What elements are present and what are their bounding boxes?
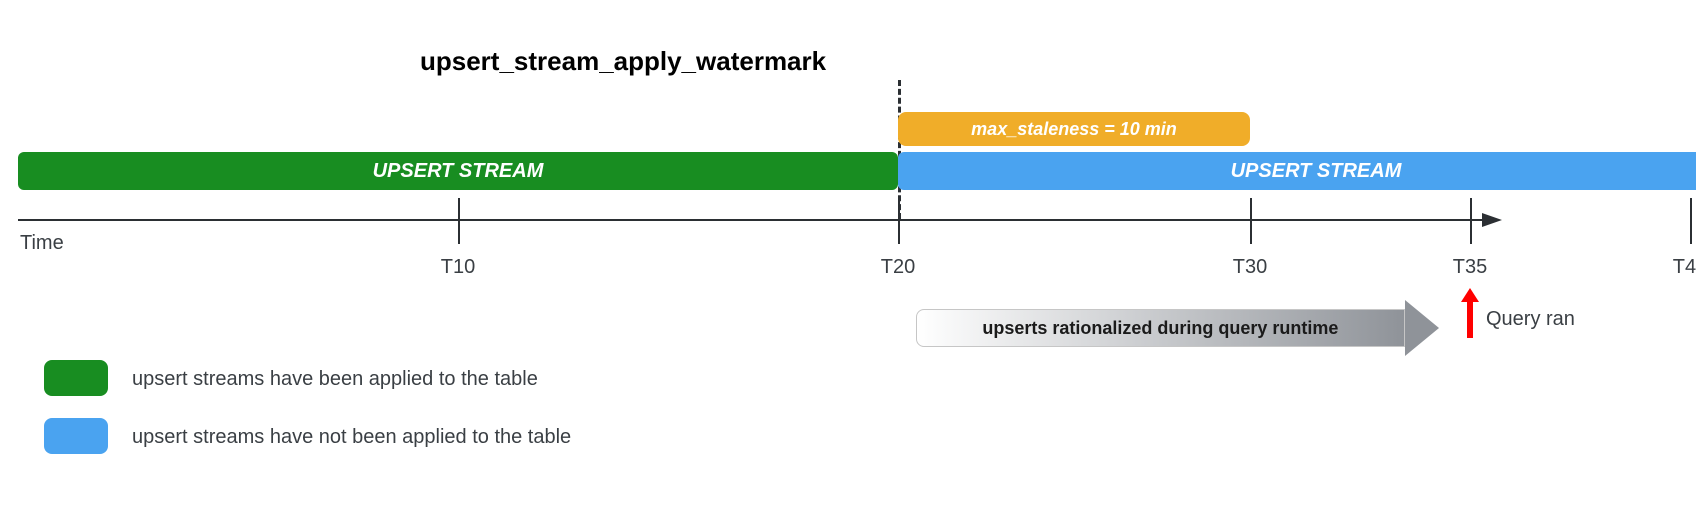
legend-swatch-unapplied — [44, 418, 108, 454]
axis-tick — [1250, 198, 1252, 244]
legend-swatch-applied — [44, 360, 108, 396]
axis-tick — [1690, 198, 1692, 244]
staleness-label: max_staleness = 10 min — [971, 119, 1177, 140]
time-axis-label: Time — [20, 232, 64, 255]
query-ran-label: Query ran — [1486, 308, 1575, 331]
axis-tick — [1470, 198, 1472, 244]
axis-tick-label: T40 — [1673, 256, 1696, 279]
stream-bar-unapplied-label: UPSERT STREAM — [1231, 160, 1402, 183]
axis-tick — [458, 198, 460, 244]
rationalize-label: upserts rationalized during query runtim… — [982, 318, 1338, 339]
axis-tick-label: T30 — [1233, 256, 1267, 279]
query-arrow-shaft — [1467, 300, 1473, 338]
diagram-title: upsert_stream_apply_watermark — [420, 46, 826, 77]
legend-text-unapplied: upsert streams have not been applied to … — [132, 426, 571, 449]
staleness-pill: max_staleness = 10 min — [898, 112, 1250, 146]
axis-tick-label: T10 — [441, 256, 475, 279]
stream-bar-applied-label: UPSERT STREAM — [373, 160, 544, 183]
axis-tick-label: T20 — [881, 256, 915, 279]
axis-tick — [898, 198, 900, 244]
axis-tick-label: T35 — [1453, 256, 1487, 279]
stream-bar-unapplied: UPSERT STREAM — [898, 152, 1696, 190]
time-axis — [18, 219, 1482, 221]
legend-text-applied: upsert streams have been applied to the … — [132, 368, 538, 391]
time-axis-arrowhead — [1482, 213, 1502, 227]
rationalize-arrow: upserts rationalized during query runtim… — [916, 300, 1440, 356]
stream-bar-applied: UPSERT STREAM — [18, 152, 898, 190]
rationalize-arrowhead — [1405, 300, 1439, 356]
